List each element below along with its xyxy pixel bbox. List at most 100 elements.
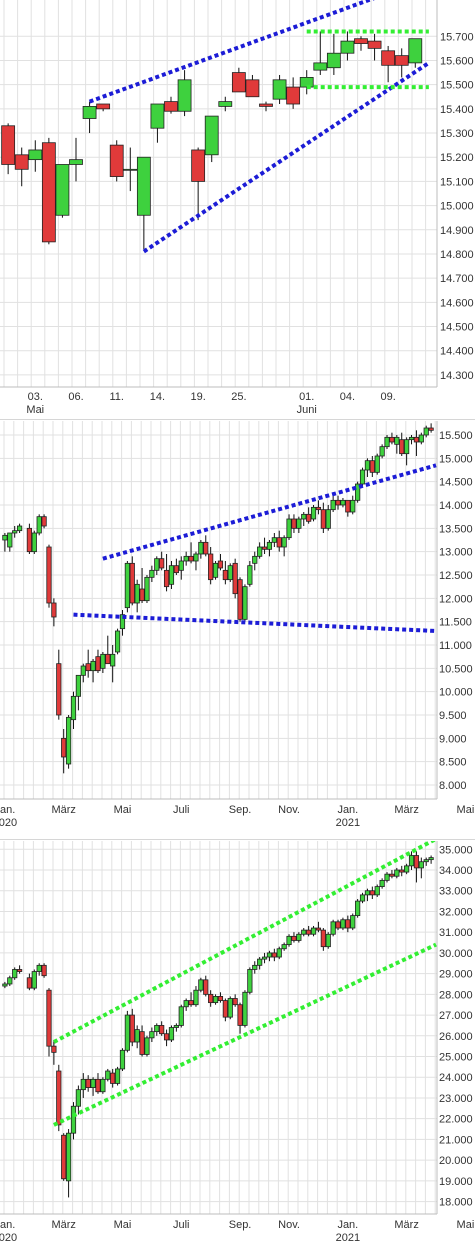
candle-body-up — [37, 517, 41, 533]
x-tick-label: März — [394, 1219, 418, 1231]
y-tick-label: 23.000 — [439, 1093, 473, 1105]
candle-body-down — [336, 500, 340, 505]
candle-body-up — [257, 547, 261, 556]
x-tick-label: 04. — [340, 391, 355, 403]
x-tick-label: 03. — [28, 391, 43, 403]
candle-body-down — [292, 936, 296, 940]
candle-body-down — [47, 990, 51, 1046]
candle-body-up — [375, 456, 379, 472]
candle-body-down — [233, 563, 237, 593]
candle-body-up — [106, 1071, 110, 1079]
y-tick-label: 35.000 — [439, 844, 473, 856]
candle-body-up — [404, 866, 408, 872]
candle-body-down — [414, 437, 418, 442]
x-tick-label: Jan. — [0, 804, 15, 816]
candle-body-up — [3, 984, 7, 986]
candle-body-up — [179, 1007, 183, 1026]
candle-body-down — [400, 440, 404, 454]
y-tick-label: 15.000 — [439, 453, 473, 465]
candle-body-up — [124, 169, 137, 170]
candle-body-up — [277, 949, 281, 957]
candle-body-up — [282, 538, 286, 547]
candle-body-up — [135, 1030, 139, 1042]
candle-body-down — [390, 874, 394, 876]
y-tick-label: 14.500 — [440, 322, 474, 334]
candle-body-down — [42, 143, 55, 242]
panel-divider — [0, 839, 475, 840]
candle-body-down — [204, 980, 208, 995]
candle-body-up — [125, 563, 129, 607]
y-tick-label: 15.400 — [440, 104, 474, 116]
y-tick-label: 15.700 — [440, 31, 474, 43]
candle-body-up — [91, 661, 95, 670]
x-year-label: 2021 — [336, 817, 360, 829]
candle-body-down — [110, 145, 123, 176]
chart-panel-3: 35.000 34.000 33.000 32.000 31.000 30.000 29.0… — [0, 841, 475, 1250]
candle-body-up — [179, 561, 183, 570]
candle-body-up — [419, 862, 423, 868]
candle-body-up — [169, 566, 173, 585]
panel-divider — [0, 419, 475, 420]
candle-body-up — [385, 874, 389, 880]
candle-body-down — [165, 102, 178, 112]
candle-body-up — [145, 1038, 149, 1055]
candle-body-up — [169, 1028, 173, 1040]
candle-body-up — [155, 1025, 159, 1031]
candle-body-down — [174, 566, 178, 573]
candle-body-down — [292, 519, 296, 528]
candle-body-down — [86, 664, 90, 671]
candle-body-down — [306, 930, 310, 934]
y-tick-label: 12.500 — [439, 570, 473, 582]
candle-body-down — [27, 528, 31, 551]
candle-body-down — [370, 891, 374, 895]
candle-body-up — [76, 675, 80, 696]
candle-body-up — [8, 533, 12, 547]
candle-body-down — [164, 570, 168, 586]
candle-body-up — [81, 666, 85, 675]
x-tick-label: Sep. — [229, 804, 252, 816]
x-tick-label: 09. — [380, 391, 395, 403]
candlestick-chart-top: 15.700 15.600 15.500 15.400 15.300 15.200 15.1… — [0, 0, 475, 417]
candle-body-down — [2, 126, 15, 165]
candle-body-up — [115, 631, 119, 652]
candle-body-up — [70, 160, 83, 165]
candle-body-down — [52, 1046, 56, 1052]
y-tick-label: 15.500 — [439, 430, 473, 442]
candle-body-up — [120, 1050, 124, 1069]
y-tick-label: 24.000 — [439, 1072, 473, 1084]
candle-body-up — [360, 470, 364, 484]
y-tick-label: 12.000 — [439, 593, 473, 605]
candle-body-down — [262, 547, 266, 549]
y-tick-label: 14.300 — [440, 370, 474, 382]
y-tick-label: 11.000 — [439, 640, 472, 652]
candle-body-up — [228, 998, 232, 1017]
candle-body-down — [238, 1005, 242, 1026]
y-tick-label: 15.000 — [440, 201, 474, 213]
candle-body-up — [66, 1133, 70, 1181]
candle-body-up — [287, 519, 291, 538]
candle-body-up — [174, 1025, 178, 1027]
candle-body-up — [199, 980, 203, 990]
candle-body-up — [76, 1090, 80, 1107]
x-tick-label: März — [51, 804, 75, 816]
candle-body-up — [272, 538, 276, 543]
candle-body-up — [91, 1079, 95, 1087]
candle-body-up — [409, 437, 413, 439]
y-tick-label: 30.000 — [439, 948, 473, 960]
candle-body-up — [81, 1079, 85, 1089]
y-tick-label: 13.000 — [439, 547, 473, 559]
candle-body-up — [380, 447, 384, 456]
candle-body-up — [409, 856, 413, 866]
candle-body-up — [257, 959, 261, 965]
candle-body-up — [365, 891, 369, 895]
candle-body-down — [238, 580, 242, 620]
candle-body-down — [47, 547, 51, 603]
candle-body-down — [306, 514, 310, 521]
y-tick-label: 15.600 — [440, 55, 474, 67]
candle-body-up — [395, 437, 399, 444]
candle-body-down — [42, 517, 46, 526]
x-tick-label: Mai — [457, 804, 475, 816]
candle-body-down — [316, 928, 320, 930]
candle-body-up — [262, 957, 266, 959]
x-tick-label: 19. — [190, 391, 205, 403]
